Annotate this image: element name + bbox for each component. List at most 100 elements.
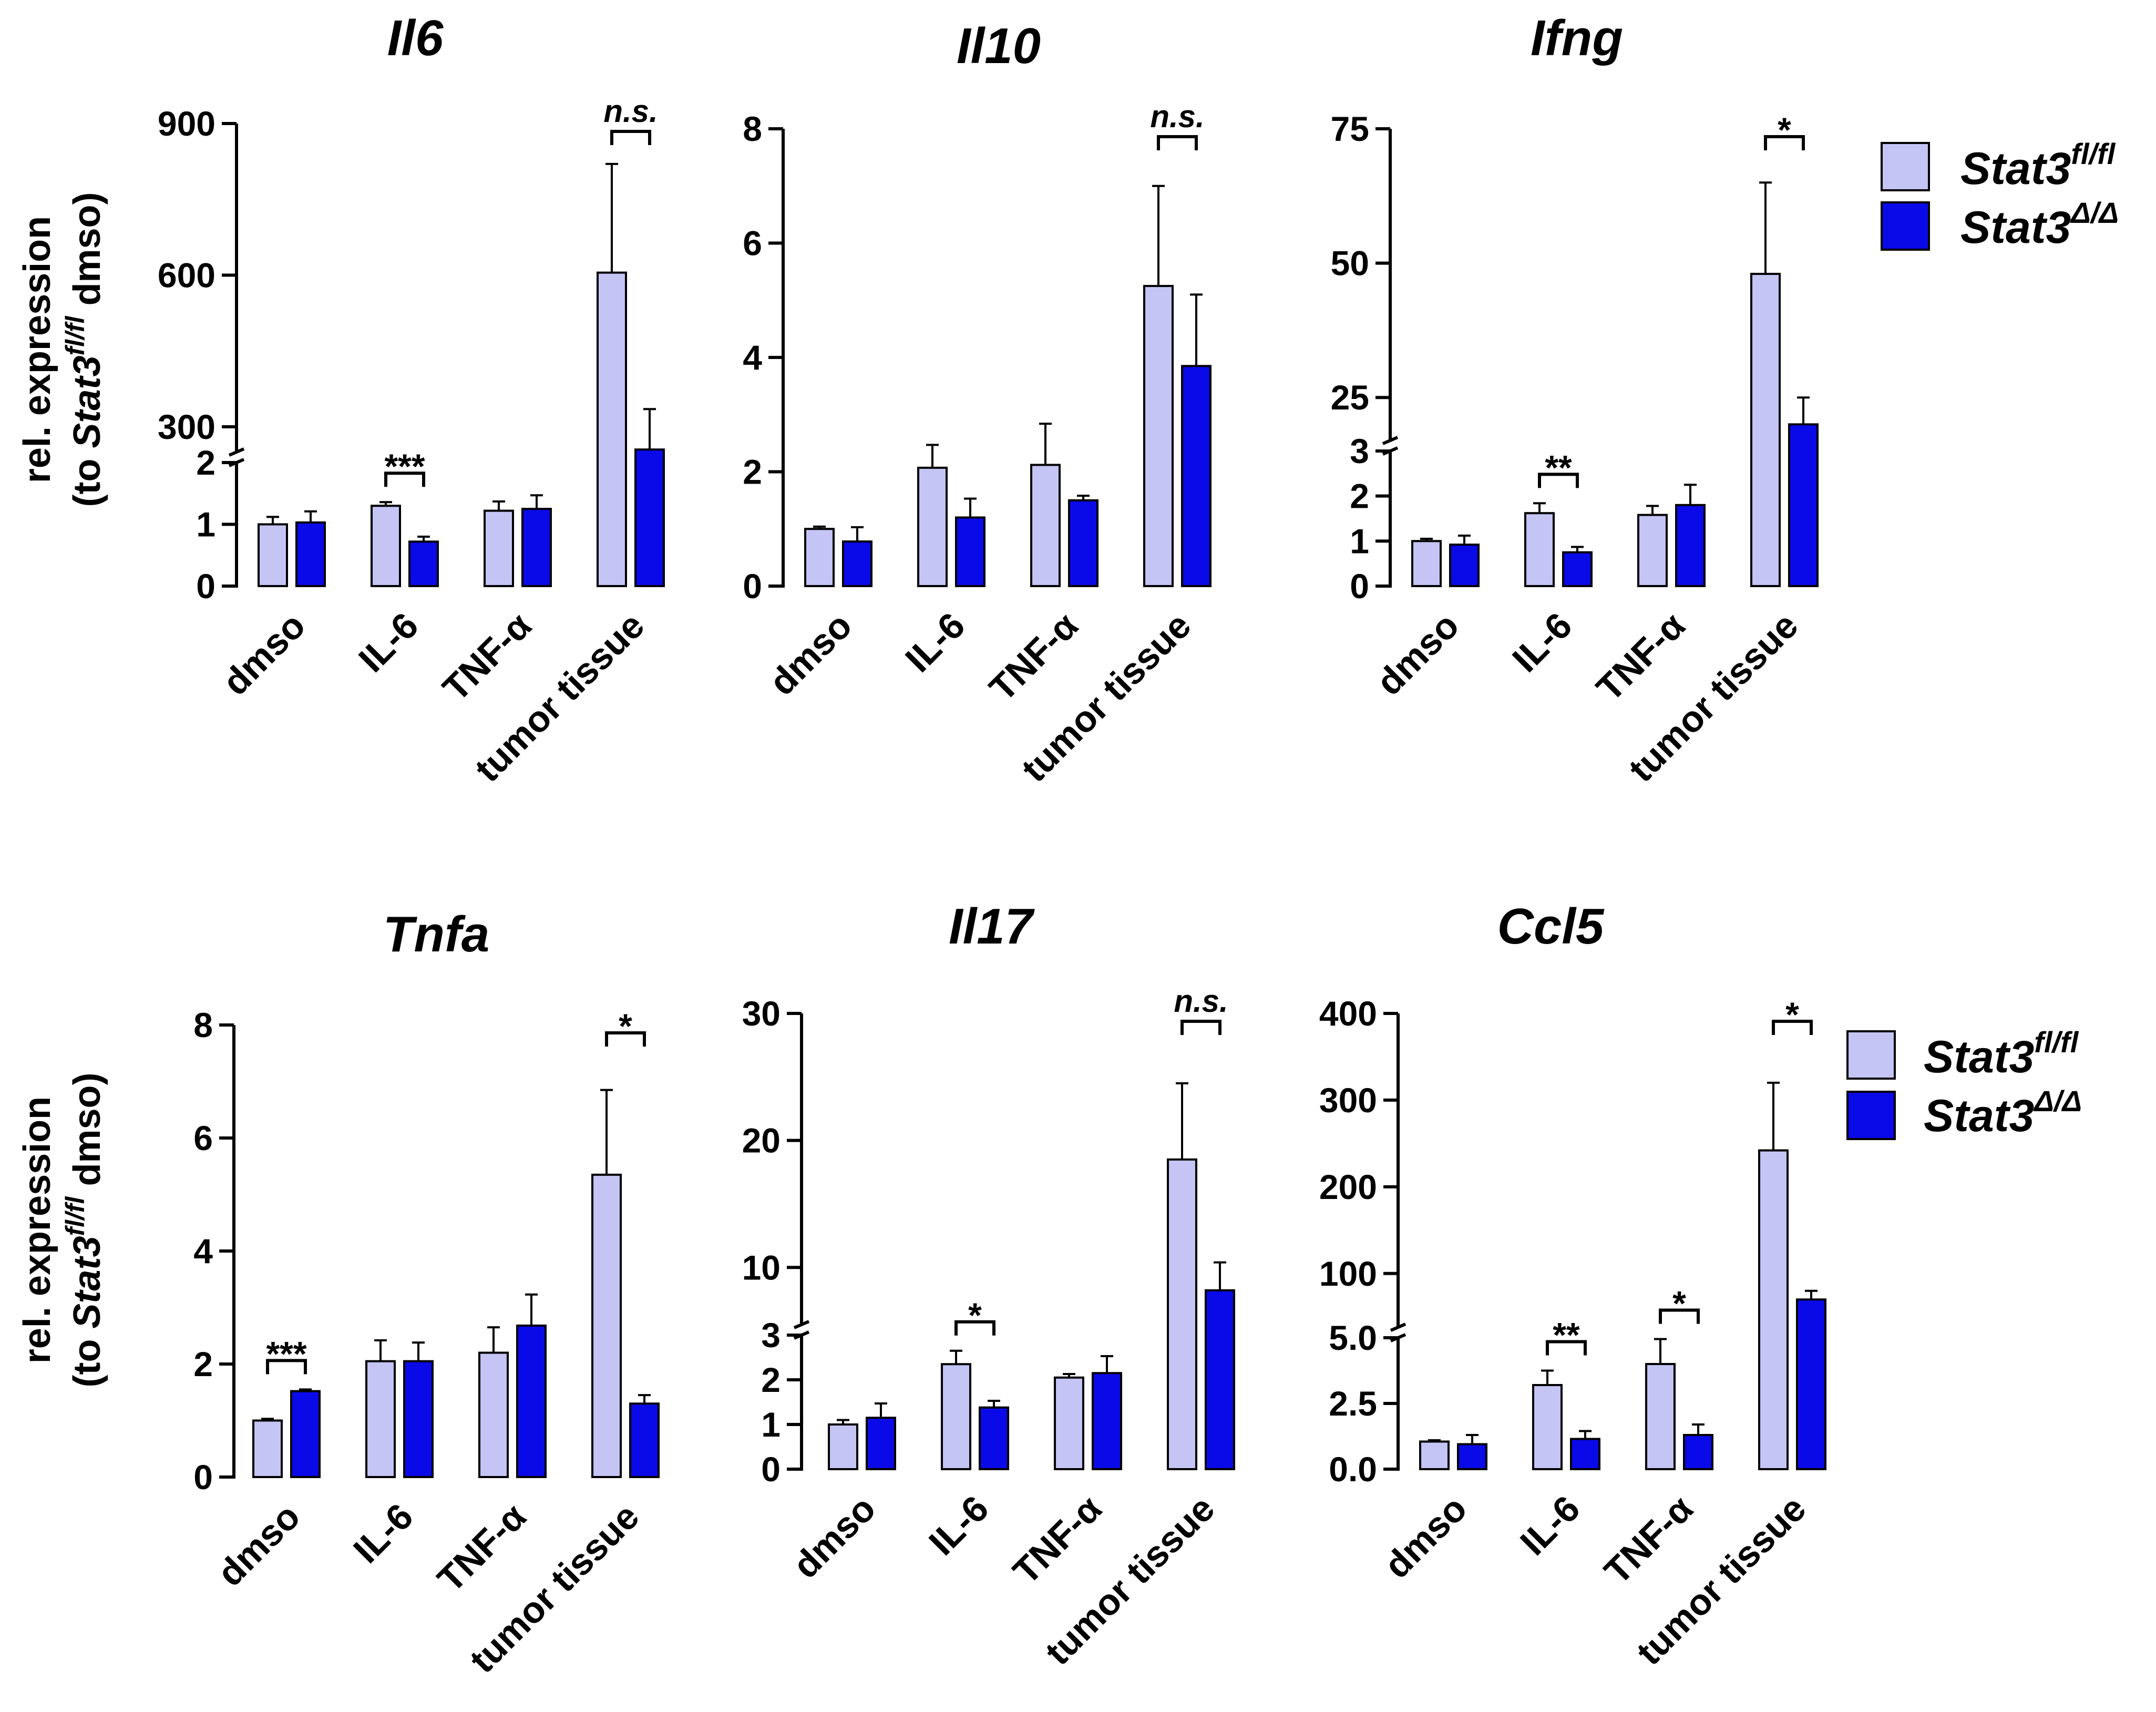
- y-tick-label: 2.5: [1329, 1384, 1377, 1423]
- bar-delta: [295, 521, 326, 587]
- significance-label: *: [968, 1296, 982, 1335]
- axis-break-mark: [793, 1330, 810, 1340]
- x-tick-label: dmso: [785, 1488, 883, 1586]
- bar-delta: [1068, 499, 1098, 587]
- bar-delta: [1181, 365, 1212, 587]
- x-tick-label: IL-6: [897, 604, 972, 680]
- y-tick-label: 6: [743, 224, 762, 263]
- bar-fl: [1645, 1363, 1676, 1470]
- y-tick-label: 3: [761, 1316, 781, 1355]
- chart-title: Ccl5: [1497, 898, 1605, 955]
- significance-bracket: [1180, 1020, 1221, 1035]
- y-tick-label: 20: [742, 1121, 781, 1160]
- y-tick-label: 6: [193, 1119, 213, 1157]
- y-axis: 0.0 2.5 5.0 100 200 300 400: [1319, 994, 1406, 1489]
- axis-break-mark: [228, 447, 245, 457]
- y-tick-label: 0: [196, 567, 215, 606]
- y-axis: 0 1 2 3 25 50 75: [1331, 109, 1399, 606]
- y-tick-label: 3: [1350, 432, 1369, 470]
- bar-fl: [597, 271, 627, 587]
- bar-fl: [1143, 285, 1174, 587]
- y-tick-label: 1: [1350, 521, 1369, 560]
- bar-fl: [941, 1363, 971, 1470]
- y-tick-label: 2: [193, 1345, 213, 1383]
- y-tick-label: 8: [193, 1006, 213, 1044]
- y-tick-label: 900: [158, 104, 215, 143]
- x-tick-label: TNF-α: [429, 1495, 533, 1600]
- legend-label-delta: Stat3Δ/Δ: [1924, 1084, 2082, 1141]
- legend-label-fl: Stat3fl/fl: [1960, 137, 2116, 194]
- x-tick-label: dmso: [761, 604, 859, 703]
- y-axis: 0 2 4 6 8: [743, 109, 785, 606]
- significance-label: n.s.: [1150, 99, 1204, 134]
- ylabel-line2: (to Stat3fl/fl dmso): [60, 192, 108, 507]
- significance-bracket: [1772, 1020, 1813, 1035]
- bar-fl: [258, 523, 288, 587]
- bar-delta: [634, 448, 665, 587]
- x-tick-label: dmso: [214, 604, 313, 703]
- significance-label: **: [1553, 1316, 1580, 1355]
- bar-delta: [1570, 1438, 1600, 1470]
- x-tick-label: TNF-α: [1005, 1488, 1109, 1592]
- significance-label: n.s.: [603, 94, 658, 129]
- bar-delta: [629, 1402, 660, 1478]
- chart-title: Ifng: [1531, 10, 1623, 66]
- chart-title: Il10: [957, 18, 1041, 74]
- bar-fl: [365, 1360, 396, 1478]
- ylabel-line1: rel. expression: [16, 216, 58, 483]
- legend-label-delta: Stat3Δ/Δ: [1960, 196, 2119, 253]
- significance-label: ***: [384, 447, 425, 486]
- chart-title: Il6: [387, 10, 444, 66]
- bar-fl: [478, 1351, 509, 1478]
- x-tick-label: IL-6: [1512, 1488, 1587, 1563]
- y-tick-label: 0: [743, 567, 762, 606]
- significance-bracket: [610, 130, 651, 145]
- y-tick-label: 4: [193, 1232, 213, 1270]
- x-tick-label: IL-6: [1504, 604, 1579, 680]
- y-tick-label: 200: [1319, 1167, 1377, 1206]
- y-tick-label: 75: [1331, 109, 1369, 148]
- bar-delta: [1205, 1289, 1235, 1471]
- y-tick-label: 1: [196, 505, 215, 544]
- bar-fl: [1750, 273, 1781, 587]
- significance-bracket: [1546, 1340, 1587, 1356]
- chart-title: Tnfa: [383, 906, 490, 962]
- y-tick-label: 0: [1350, 567, 1369, 606]
- bar-fl: [1758, 1149, 1789, 1471]
- significance-label: ***: [266, 1334, 306, 1373]
- x-tick-label: IL-6: [351, 604, 426, 680]
- y-tick-label: 8: [743, 109, 762, 148]
- y-tick-label: 30: [742, 994, 781, 1033]
- y-tick-label: 50: [1331, 244, 1369, 283]
- significance-bracket: [1764, 135, 1805, 150]
- y-axis: 0 2 4 6 8: [193, 1006, 235, 1496]
- y-tick-label: 2: [196, 443, 215, 482]
- chart-title: Il17: [949, 898, 1035, 955]
- bar-delta: [521, 508, 552, 587]
- x-tick-label: dmso: [209, 1495, 307, 1594]
- bar-fl: [917, 466, 948, 588]
- axis-break-mark: [793, 1320, 810, 1329]
- legend-top: Stat3fl/fl Stat3Δ/Δ: [1881, 137, 2119, 253]
- bar-delta: [979, 1406, 1009, 1470]
- bar-delta: [1788, 423, 1819, 587]
- significance-label: *: [1778, 110, 1791, 149]
- significance-bracket: [266, 1359, 307, 1375]
- bar-fl: [1419, 1440, 1450, 1470]
- y-tick-label: 100: [1319, 1254, 1377, 1293]
- y-tick-label: 4: [743, 338, 762, 377]
- significance-bracket: [1157, 135, 1198, 150]
- significance-bracket: [384, 471, 425, 487]
- significance-label: **: [1545, 448, 1572, 487]
- y-tick-label: 25: [1331, 378, 1369, 417]
- significance-label: *: [619, 1007, 632, 1045]
- x-tick-label: dmso: [1376, 1488, 1474, 1586]
- x-tick-label: TNF-α: [981, 604, 1085, 709]
- bar-delta: [516, 1324, 547, 1478]
- y-tick-label: 2: [1350, 477, 1369, 516]
